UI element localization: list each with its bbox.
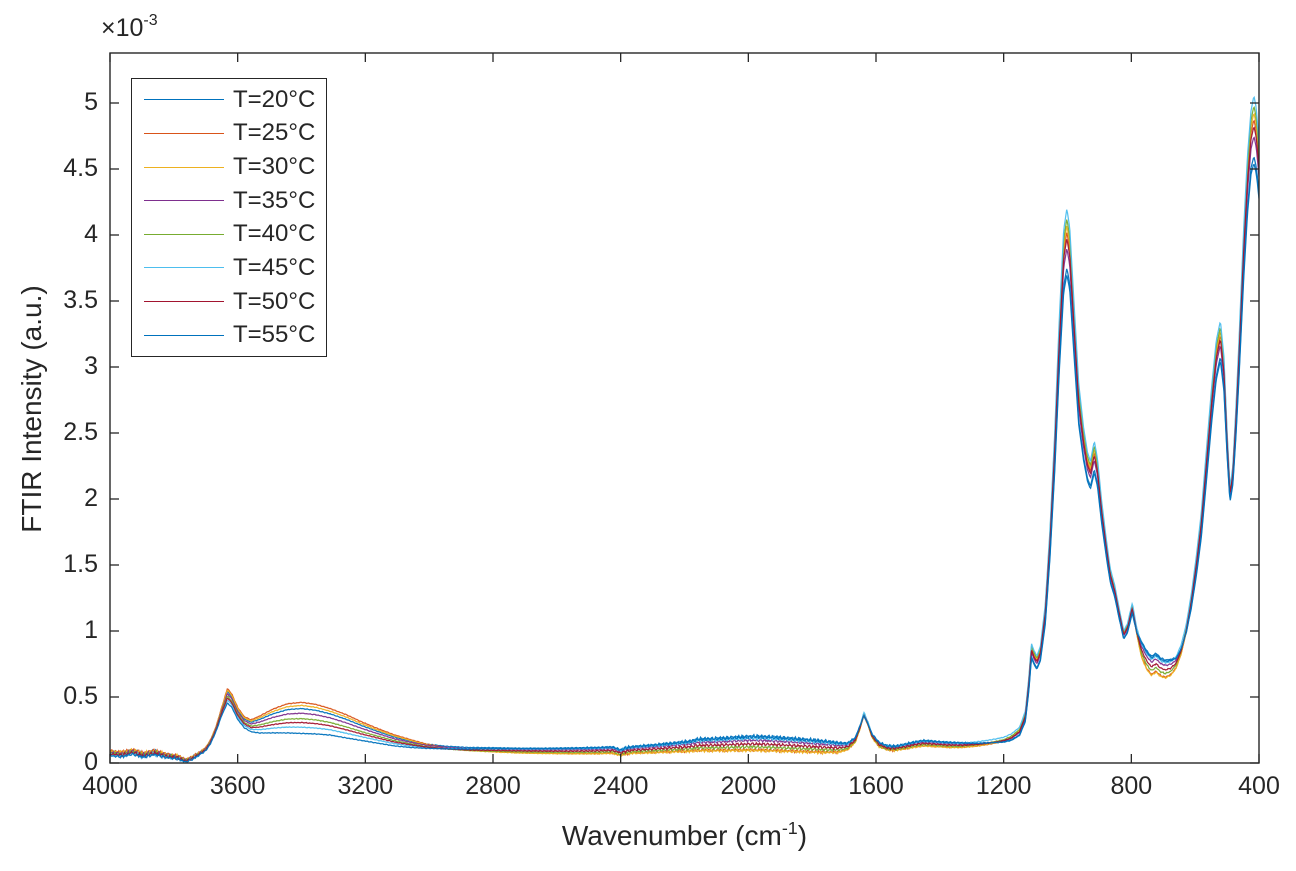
x-tick-label: 3600 (209, 772, 266, 800)
x-tick-label: 1200 (975, 772, 1032, 800)
series-line-2 (110, 119, 1259, 761)
series-line-8 (110, 156, 1259, 763)
y-tick-label: 4 (84, 220, 98, 248)
legend-line-swatch (144, 132, 224, 134)
legend-entry: T=50°C (132, 287, 326, 317)
y-tick-label: 3.5 (63, 286, 98, 314)
axes-box (109, 52, 1260, 764)
y-tick-label: 1 (84, 616, 98, 644)
legend-line-swatch (144, 233, 224, 235)
x-tick-label: 1600 (848, 772, 904, 800)
legend-line-swatch (144, 200, 224, 202)
x-tick-label: 2000 (720, 772, 777, 800)
y-tick-label: 5 (84, 88, 98, 116)
x-tick-label: 4000 (82, 772, 138, 800)
legend-entry: T=20°C (132, 85, 326, 115)
legend-box: T=20°C T=25°C T=30°C T=35°C T=40°C T=45°C T=50… (131, 78, 327, 357)
legend-label: T=20°C (233, 85, 316, 113)
x-tick-label: 3200 (337, 772, 394, 800)
legend-entry: T=35°C (132, 186, 326, 216)
legend-line-swatch (144, 99, 224, 101)
y-tick-label: 0 (84, 748, 98, 776)
legend-label: T=30°C (233, 153, 316, 181)
legend-label: T=40°C (233, 220, 316, 248)
legend-label: T=45°C (233, 253, 316, 281)
series-line-3 (110, 112, 1259, 762)
legend-entry: T=55°C (132, 320, 326, 350)
legend-label: T=25°C (233, 119, 316, 147)
y-tick-label: 0.5 (63, 682, 98, 710)
x-tick-label: 400 (1238, 772, 1280, 800)
series-line-5 (110, 106, 1259, 762)
x-axis-label: Wavenumber (cm-1) (561, 818, 808, 851)
y-axis-offset-label: ×10-3 (101, 12, 158, 42)
legend-entry: T=40°C (132, 219, 326, 249)
legend-line-swatch (144, 301, 224, 303)
legend-label: T=35°C (233, 186, 316, 214)
y-tick-label: 2.5 (63, 418, 98, 446)
legend-line-swatch (144, 334, 224, 336)
series-group (110, 95, 1259, 763)
legend-entry: T=25°C (132, 118, 326, 148)
legend-label: T=55°C (233, 321, 316, 349)
legend-entry: T=30°C (132, 152, 326, 182)
legend-entry: T=45°C (132, 253, 326, 283)
y-tick-label: 1.5 (63, 550, 98, 578)
y-tick-label: 2 (84, 484, 98, 512)
x-tick-label: 2400 (592, 772, 649, 800)
series-line-7 (110, 126, 1259, 762)
x-tick-label: 2800 (465, 772, 521, 800)
legend-line-swatch (144, 166, 224, 168)
x-tick-label: 800 (1110, 772, 1153, 800)
y-tick-label: 4.5 (63, 154, 98, 182)
legend-label: T=50°C (233, 287, 316, 315)
y-tick-label: 3 (84, 352, 98, 380)
legend-line-swatch (144, 267, 224, 269)
